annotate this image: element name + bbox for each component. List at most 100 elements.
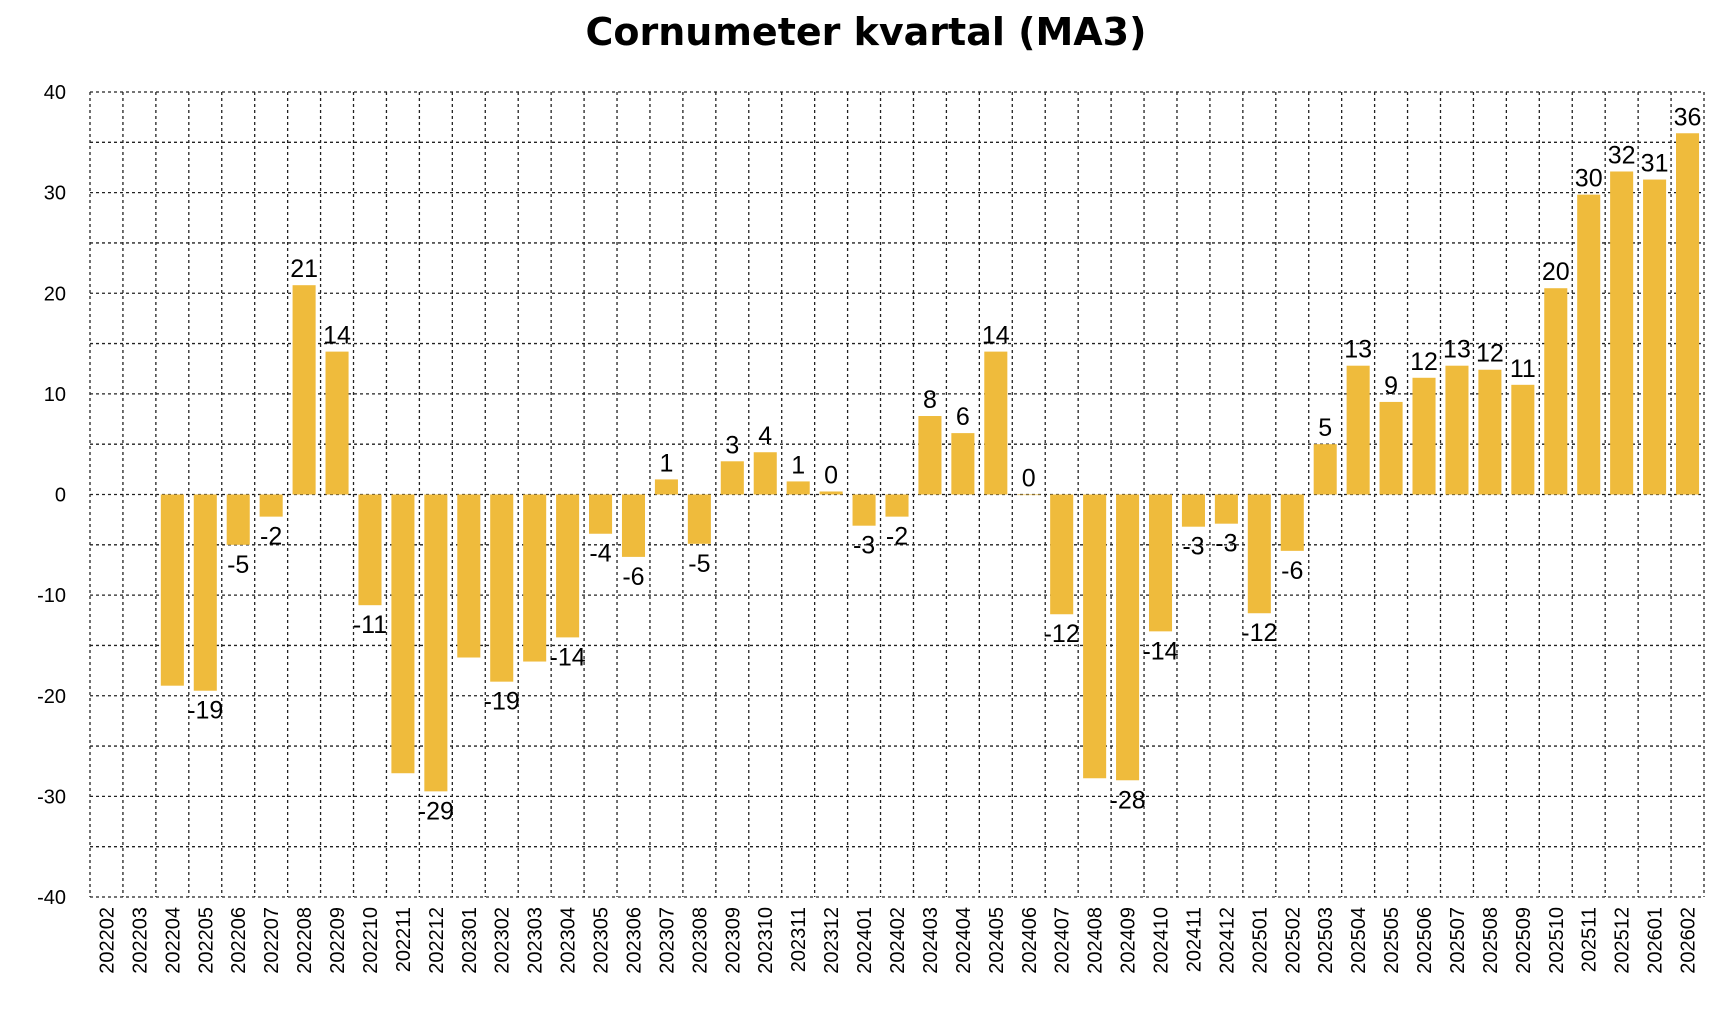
x-tick-label-202302: 202302 [492,907,514,974]
x-tick-label-202211: 202211 [393,907,415,972]
x-tick-label-202212: 202212 [426,907,448,974]
data-label-202508: 12 [1476,340,1504,368]
bar-202302 [490,494,514,682]
data-label-202409: -28 [1110,786,1146,814]
data-label-202504: 13 [1344,336,1372,364]
bar-202406 [1017,494,1041,496]
data-label-202206: -5 [227,551,249,579]
data-label-202510: 20 [1542,258,1570,286]
y-tick-label: -20 [37,686,66,708]
data-label-202407: -12 [1044,620,1080,648]
data-label-202309: 3 [725,431,739,459]
bar-202309 [720,461,744,495]
data-label-202311: 1 [791,451,805,479]
y-tick-label: 20 [44,283,66,305]
bar-202204 [160,494,184,686]
x-tick-label-202306: 202306 [623,907,645,974]
x-tick-label-202405: 202405 [986,907,1008,974]
bar-202305 [589,494,613,534]
x-tick-label-202204: 202204 [162,907,184,974]
data-label-202208: 21 [290,255,318,283]
bar-202501 [1247,494,1271,614]
x-tick-label-202401: 202401 [854,907,876,974]
bar-202505 [1379,401,1403,495]
x-tick-label-202601: 202601 [1645,907,1667,974]
bar-202510 [1544,288,1568,495]
data-label-202411: -3 [1182,533,1204,561]
y-tick-label: -40 [37,887,66,909]
x-tick-label-202207: 202207 [261,907,283,974]
data-label-202502: -6 [1281,557,1303,585]
x-tick-label-202308: 202308 [689,907,711,974]
x-tick-label-202404: 202404 [953,907,975,974]
data-label-202402: -2 [886,523,908,551]
x-tick-label-202407: 202407 [1052,907,1074,974]
x-tick-label-202502: 202502 [1282,907,1304,974]
x-tick-label-202402: 202402 [887,907,909,974]
data-label-202310: 4 [758,422,772,450]
y-tick-label: 0 [55,485,66,507]
bar-202208 [292,285,316,495]
x-tick-label-202311: 202311 [788,907,810,972]
bar-202312 [819,491,843,495]
data-label-202305: -4 [589,540,611,568]
x-tick-label-202411: 202411 [1183,907,1205,972]
data-label-202312: 0 [824,461,838,489]
x-tick-label-202210: 202210 [360,907,382,974]
x-tick-label-202503: 202503 [1315,907,1337,974]
x-tick-label-202209: 202209 [327,907,349,974]
bar-202207 [259,494,283,517]
data-label-202511: 30 [1575,165,1603,193]
y-tick-label: -10 [37,585,66,607]
bar-202308 [687,494,711,544]
y-tick-label: 10 [44,384,66,406]
data-label-202207: -2 [260,523,282,551]
x-tick-label-202505: 202505 [1381,907,1403,974]
x-tick-label-202403: 202403 [920,907,942,974]
bar-202410 [1148,494,1173,632]
bar-202602 [1676,133,1700,495]
bar-202310 [753,452,777,495]
bar-202209 [325,351,349,495]
data-label-202601: 31 [1641,150,1669,178]
bar-202403 [918,416,942,495]
data-label-202308: -5 [688,550,710,578]
bar-202409 [1116,494,1140,781]
bar-series [160,133,1700,792]
x-tick-label-202406: 202406 [1019,907,1041,974]
bar-202205 [193,494,217,691]
data-label-202205: -19 [187,697,223,725]
data-label-202306: -6 [622,563,644,591]
data-label-202512: 32 [1608,141,1636,169]
data-label-202501: -12 [1241,619,1277,647]
bar-202306 [621,494,646,557]
x-tick-label-202409: 202409 [1118,907,1140,974]
x-tick-label-202309: 202309 [722,907,744,974]
x-tick-label-202307: 202307 [656,907,678,974]
x-tick-label-202412: 202412 [1216,907,1238,974]
bar-202511 [1577,194,1601,495]
bar-202512 [1610,171,1634,495]
bar-202401 [852,494,876,526]
y-tick-label: 30 [44,183,66,205]
data-label-202602: 36 [1674,103,1702,131]
x-tick-label-202310: 202310 [755,907,777,974]
x-tick-label-202410: 202410 [1151,907,1173,974]
x-axis-ticks: 202202 202203 202204 202205 202206 202207 2022… [96,907,1699,974]
data-label-202210: -11 [353,611,387,639]
x-tick-label-202602: 202602 [1678,907,1700,974]
bar-202601 [1643,179,1667,495]
bar-202509 [1511,384,1535,495]
bar-202412 [1214,494,1238,524]
x-tick-label-202509: 202509 [1513,907,1535,974]
bar-202307 [654,479,678,495]
grid-lines [89,91,1705,898]
data-label-202212: -29 [418,797,454,825]
x-tick-label-202303: 202303 [525,907,547,974]
y-tick-label: -30 [37,786,66,808]
data-label-202304: -14 [550,643,586,671]
data-label-202410: -14 [1142,637,1178,665]
x-tick-label-202504: 202504 [1348,907,1370,974]
x-tick-label-202511: 202511 [1579,907,1601,972]
